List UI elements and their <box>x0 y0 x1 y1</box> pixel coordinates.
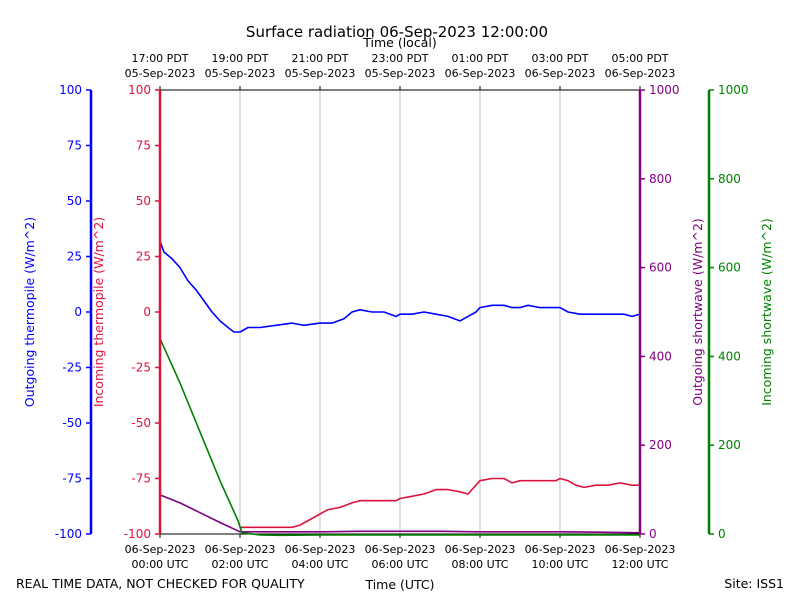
top-tick-label: 03:00 PDT 06-Sep-2023 <box>525 52 596 80</box>
outgoing-thermopile-axis-tick-label: -100 <box>55 527 82 541</box>
top-tick-time: 01:00 PDT <box>451 52 508 65</box>
incoming-thermopile-axis-tick-label: -50 <box>131 416 151 430</box>
bottom-tick-label: 06-Sep-2023 06:00 UTC <box>365 543 436 571</box>
incoming-shortwave-axis-label: Incoming shortwave (W/m^2) <box>759 218 774 406</box>
top-tick-date: 05-Sep-2023 <box>365 67 436 80</box>
bottom-tick-label: 06-Sep-2023 00:00 UTC <box>125 543 196 571</box>
incoming-thermopile-axis-tick-label: -25 <box>131 361 151 375</box>
incoming-thermopile-axis-tick-label: -100 <box>124 527 151 541</box>
x-axis-label: Time (UTC) <box>364 577 434 592</box>
top-tick-time: 23:00 PDT <box>371 52 428 65</box>
bottom-tick-date: 06-Sep-2023 <box>365 543 436 556</box>
incoming-shortwave-axis-tick-label: 800 <box>718 172 741 186</box>
outgoing-thermopile-axis-tick-label: 25 <box>67 250 82 264</box>
outgoing-shortwave-axis: 0 200 400 600 800 1000 <box>638 83 680 541</box>
top-tick-date: 05-Sep-2023 <box>285 67 356 80</box>
incoming-thermopile-axis-label: Incoming thermopile (W/m^2) <box>91 217 106 407</box>
bottom-tick-date: 06-Sep-2023 <box>125 543 196 556</box>
incoming-thermopile-series <box>240 477 640 529</box>
bottom-tick-time: 06:00 UTC <box>371 558 428 571</box>
top-tick-label: 19:00 PDT 05-Sep-2023 <box>205 52 276 80</box>
incoming-thermopile-axis-tick-label: -75 <box>131 472 151 486</box>
incoming-shortwave-axis-tick-label: 0 <box>718 527 726 541</box>
top-tick-date: 06-Sep-2023 <box>525 67 596 80</box>
top-tick-label: 23:00 PDT 05-Sep-2023 <box>365 52 436 80</box>
outgoing-shortwave-axis-tick-label: 1000 <box>649 83 680 97</box>
outgoing-thermopile-axis-tick-label: -50 <box>62 416 82 430</box>
incoming-thermopile-axis: -100 -75 -50 -25 0 25 50 75 100 <box>124 83 162 541</box>
bottom-tick-date: 06-Sep-2023 <box>285 543 356 556</box>
top-tick-date: 05-Sep-2023 <box>125 67 196 80</box>
bottom-tick-date: 06-Sep-2023 <box>445 543 516 556</box>
outgoing-shortwave-axis-label: Outgoing shortwave (W/m^2) <box>690 218 705 406</box>
outgoing-thermopile-axis-tick-label: 0 <box>74 305 82 319</box>
incoming-shortwave-axis: 0 200 400 600 800 1000 <box>707 83 749 541</box>
bottom-tick-time: 04:00 UTC <box>291 558 348 571</box>
bottom-tick-time: 02:00 UTC <box>211 558 268 571</box>
outgoing-thermopile-axis-label: Outgoing thermopile (W/m^2) <box>22 217 37 407</box>
outgoing-thermopile-axis-tick-label: 75 <box>67 139 82 153</box>
top-tick-time: 03:00 PDT <box>531 52 588 65</box>
quality-disclaimer: REAL TIME DATA, NOT CHECKED FOR QUALITY <box>16 576 305 591</box>
bottom-tick-time: 10:00 UTC <box>531 558 588 571</box>
outgoing-thermopile-axis-tick-label: 100 <box>59 83 82 97</box>
bottom-tick-label: 06-Sep-2023 08:00 UTC <box>445 543 516 571</box>
outgoing-shortwave-axis-tick-label: 0 <box>649 527 657 541</box>
incoming-shortwave-axis-tick-label: 400 <box>718 349 741 363</box>
outgoing-thermopile-series <box>159 240 641 333</box>
bottom-tick-time: 00:00 UTC <box>131 558 188 571</box>
top-tick-label: 17:00 PDT 05-Sep-2023 <box>125 52 196 80</box>
incoming-thermopile-axis-tick-label: 0 <box>143 305 151 319</box>
top-tick-label: 01:00 PDT 06-Sep-2023 <box>445 52 516 80</box>
incoming-shortwave-axis-tick-label: 600 <box>718 261 741 275</box>
incoming-shortwave-axis-tick-label: 200 <box>718 438 741 452</box>
incoming-thermopile-axis-tick-label: 25 <box>136 250 151 264</box>
top-tick-label: 05:00 PDT 06-Sep-2023 <box>605 52 676 80</box>
top-tick-time: 17:00 PDT <box>131 52 188 65</box>
outgoing-thermopile-axis-tick-label: 50 <box>67 194 82 208</box>
gridlines <box>239 90 561 534</box>
outgoing-shortwave-axis-tick-label: 600 <box>649 261 672 275</box>
top-tick-date: 06-Sep-2023 <box>445 67 516 80</box>
bottom-tick-time: 12:00 UTC <box>611 558 668 571</box>
top-tick-time: 19:00 PDT <box>211 52 268 65</box>
incoming-thermopile-axis-tick-label: 100 <box>128 83 151 97</box>
top-tick-label: 21:00 PDT 05-Sep-2023 <box>285 52 356 80</box>
bottom-tick-time: 08:00 UTC <box>451 558 508 571</box>
incoming-thermopile-axis-tick-label: 50 <box>136 194 151 208</box>
chart-title: Surface radiation 06-Sep-2023 12:00:00 <box>246 23 548 41</box>
plot-frame: 06-Sep-2023 00:00 UTC 06-Sep-2023 02:00 UTC… <box>125 52 676 571</box>
bottom-tick-date: 06-Sep-2023 <box>605 543 676 556</box>
outgoing-thermopile-axis-tick-label: -75 <box>62 472 82 486</box>
outgoing-thermopile-axis: -100 -75 -50 -25 0 25 50 75 100 <box>55 83 93 541</box>
series-layer <box>159 240 641 537</box>
outgoing-shortwave-axis-tick-label: 400 <box>649 349 672 363</box>
top-tick-time: 21:00 PDT <box>291 52 348 65</box>
top-tick-date: 05-Sep-2023 <box>205 67 276 80</box>
bottom-tick-label: 06-Sep-2023 02:00 UTC <box>205 543 276 571</box>
incoming-thermopile-axis-tick-label: 75 <box>136 139 151 153</box>
outgoing-shortwave-axis-tick-label: 200 <box>649 438 672 452</box>
outgoing-shortwave-axis-tick-label: 800 <box>649 172 672 186</box>
site-label: Site: ISS1 <box>724 576 784 591</box>
incoming-shortwave-series <box>159 338 640 537</box>
bottom-tick-label: 06-Sep-2023 04:00 UTC <box>285 543 356 571</box>
top-axis-label: Time (local) <box>362 35 436 50</box>
top-tick-date: 06-Sep-2023 <box>605 67 676 80</box>
bottom-tick-label: 06-Sep-2023 12:00 UTC <box>605 543 676 571</box>
outgoing-shortwave-series <box>159 494 641 534</box>
outgoing-thermopile-axis-tick-label: -25 <box>62 361 82 375</box>
bottom-tick-date: 06-Sep-2023 <box>525 543 596 556</box>
top-tick-time: 05:00 PDT <box>611 52 668 65</box>
bottom-tick-label: 06-Sep-2023 10:00 UTC <box>525 543 596 571</box>
incoming-shortwave-axis-tick-label: 1000 <box>718 83 749 97</box>
axes-layer: -100 -75 -50 -25 0 25 50 75 100 -100 -75 -50 -25 0 25 5… <box>55 83 749 541</box>
bottom-tick-date: 06-Sep-2023 <box>205 543 276 556</box>
